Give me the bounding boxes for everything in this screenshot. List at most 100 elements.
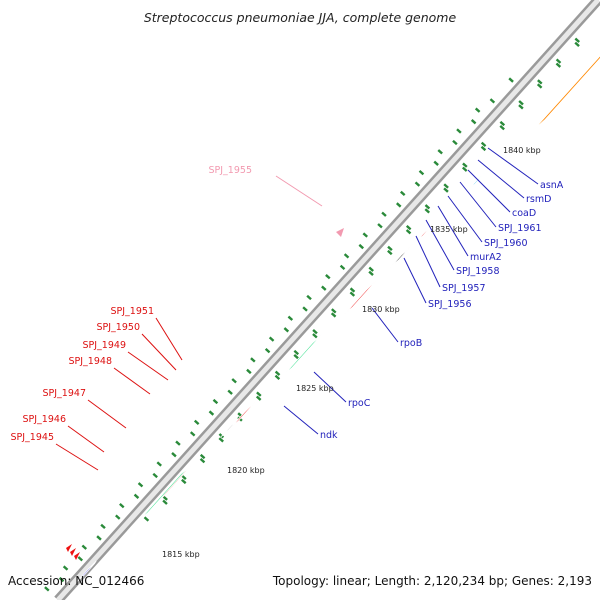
leader-rsmD — [477, 159, 525, 199]
scale-dot — [424, 208, 431, 214]
gene-SPJ_1950 — [415, 225, 432, 243]
scale-dot — [62, 565, 69, 571]
gene-ndk — [467, 172, 486, 191]
scale-dot — [268, 336, 275, 342]
scale-dot — [77, 556, 84, 562]
leader-SPJ_1945 — [55, 443, 99, 471]
leader-SPJ_1950 — [141, 333, 177, 371]
gene-SPJ_1947b — [282, 334, 323, 376]
scale-dot — [462, 162, 468, 168]
scale-dot — [433, 160, 439, 166]
leader-rpoB — [371, 307, 399, 343]
scale-dot — [44, 586, 50, 592]
scale-dot — [536, 83, 543, 89]
leader-SPJ_1957 — [415, 235, 441, 288]
label-murA2: murA2 — [470, 252, 502, 263]
scale-dot — [96, 535, 102, 541]
leader-SPJ_1949 — [127, 351, 169, 381]
scale-dot — [283, 327, 290, 333]
leader-SPJ_1946 — [67, 425, 105, 453]
scale-dot — [162, 499, 168, 505]
scale-dot — [349, 291, 356, 297]
label-ndk: ndk — [320, 430, 338, 441]
label-SPJ_1946: SPJ_1946 — [23, 414, 67, 425]
scale-dot — [368, 266, 374, 272]
scale-dot — [424, 204, 431, 210]
scale-dot — [480, 145, 487, 152]
scale-dot — [381, 211, 387, 217]
kbp-tick-label: 1840 kbp — [503, 146, 541, 155]
gene-SPJ_1948 — [344, 279, 377, 315]
scale-dot — [418, 169, 425, 176]
label-SPJ_1950: SPJ_1950 — [97, 322, 141, 333]
scale-dot — [387, 245, 393, 252]
scale-dot — [339, 264, 346, 271]
gene-rpoC — [533, 55, 600, 131]
leader-SPJ_1947 — [87, 399, 127, 429]
kbp-tick-label: 1830 kbp — [362, 305, 400, 314]
scale-dot — [231, 378, 237, 384]
scale-dot — [537, 79, 543, 85]
leader-murA2 — [437, 205, 469, 257]
scale-dot — [274, 374, 281, 381]
scale-dot — [437, 149, 443, 155]
scale-dot — [199, 453, 206, 460]
scale-dot — [302, 306, 308, 312]
scale-dot — [227, 389, 233, 395]
label-SPJ_1957: SPJ_1957 — [442, 283, 486, 294]
label-coaD: coaD — [512, 208, 536, 219]
scale-dot — [312, 333, 318, 339]
scale-dot — [358, 243, 364, 250]
label-SPJ_1960: SPJ_1960 — [484, 238, 528, 249]
label-leaders — [55, 147, 539, 471]
leader-rpoC — [313, 371, 347, 403]
scale-dot — [461, 166, 468, 172]
label-SPJ_1951: SPJ_1951 — [111, 306, 155, 317]
scale-dot — [256, 391, 262, 397]
scale-dot — [218, 433, 225, 439]
scale-dot — [133, 493, 140, 499]
scale-dot — [312, 329, 318, 335]
scale-dot — [555, 62, 562, 68]
scale-dot — [405, 224, 412, 231]
label-asnA: asnA — [540, 180, 564, 191]
scale-dot — [255, 395, 262, 401]
scale-dot — [137, 482, 144, 488]
scale-dot — [189, 431, 196, 437]
leader-SPJ_1960 — [447, 195, 483, 243]
scale-dot — [175, 440, 181, 446]
scale-dot — [452, 139, 458, 146]
gene-grey-1 — [220, 418, 239, 437]
kbp-tick-label: 1825 kbp — [296, 384, 334, 393]
scale-dot — [81, 544, 88, 550]
genome-summary: Topology: linear; Length: 2,120,234 bp; … — [272, 574, 592, 588]
label-SPJ_1949: SPJ_1949 — [83, 340, 127, 351]
scale-dot — [193, 419, 200, 425]
scale-dot — [264, 347, 271, 354]
scale-dot — [152, 472, 158, 479]
scale-dot — [321, 285, 327, 291]
scale-dot — [443, 187, 449, 193]
scale-dot — [499, 120, 506, 127]
scale-dot — [250, 357, 256, 363]
scale-dot — [331, 308, 337, 314]
scale-dot — [58, 576, 65, 583]
scale-dot — [387, 249, 393, 256]
kbp-tick-label: 1815 kbp — [162, 550, 200, 559]
scale-dot — [474, 107, 481, 113]
label-SPJ_1958: SPJ_1958 — [456, 266, 500, 277]
scale-dot — [208, 410, 215, 416]
scale-dot — [218, 437, 224, 443]
gene-bottom-blue — [76, 560, 97, 582]
scale-dot — [274, 370, 281, 376]
scale-dot — [343, 253, 350, 259]
scale-dot — [456, 128, 462, 134]
label-rpoC: rpoC — [348, 398, 371, 409]
scale-dots — [44, 37, 581, 592]
gene-red-arrowhead — [70, 548, 76, 556]
leader-SPJ_1961 — [459, 181, 497, 228]
gene-track — [66, 55, 600, 582]
gene-red-arrowhead — [66, 544, 72, 552]
gene-SPJ_1951 — [389, 246, 411, 269]
